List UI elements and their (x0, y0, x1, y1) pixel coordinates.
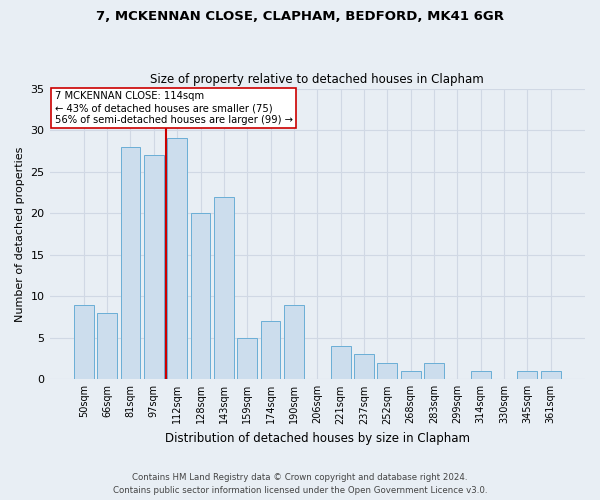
Bar (401, 371, 421, 380)
Bar (424, 362, 444, 380)
Bar (331, 346, 350, 380)
Bar (517, 371, 538, 380)
X-axis label: Distribution of detached houses by size in Clapham: Distribution of detached houses by size … (165, 432, 470, 445)
Bar (541, 371, 560, 380)
Bar (377, 362, 397, 380)
Bar (121, 146, 140, 380)
Y-axis label: Number of detached properties: Number of detached properties (15, 146, 25, 322)
Text: 7 MCKENNAN CLOSE: 114sqm
← 43% of detached houses are smaller (75)
56% of semi-d: 7 MCKENNAN CLOSE: 114sqm ← 43% of detach… (55, 92, 293, 124)
Title: Size of property relative to detached houses in Clapham: Size of property relative to detached ho… (151, 73, 484, 86)
Bar (354, 354, 374, 380)
Bar (471, 371, 491, 380)
Bar (97, 313, 117, 380)
Text: Contains HM Land Registry data © Crown copyright and database right 2024.
Contai: Contains HM Land Registry data © Crown c… (113, 474, 487, 495)
Bar (167, 138, 187, 380)
Bar (284, 304, 304, 380)
Bar (74, 304, 94, 380)
Bar (144, 155, 164, 380)
Bar (214, 196, 234, 380)
Bar (260, 321, 280, 380)
Text: 7, MCKENNAN CLOSE, CLAPHAM, BEDFORD, MK41 6GR: 7, MCKENNAN CLOSE, CLAPHAM, BEDFORD, MK4… (96, 10, 504, 23)
Bar (238, 338, 257, 380)
Bar (191, 213, 211, 380)
